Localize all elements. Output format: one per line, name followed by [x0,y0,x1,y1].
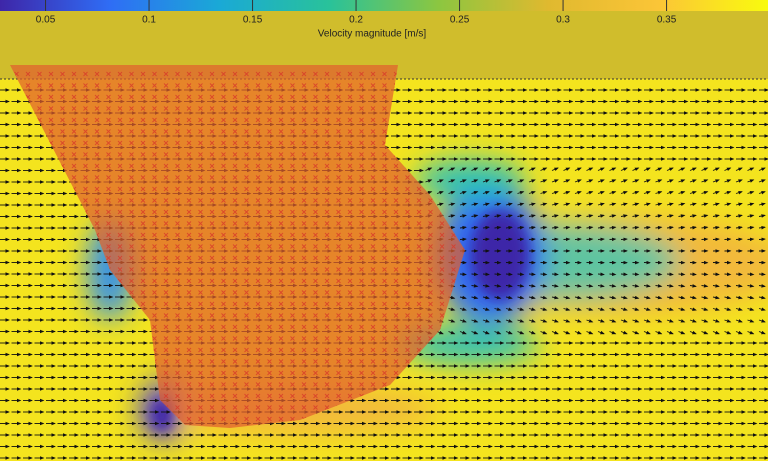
body-markers [10,65,465,428]
colorbar-tick-label: 0.2 [349,15,363,26]
colorbar-tick-label: 0.1 [142,15,156,26]
colorbar-tick-label: 0.05 [36,15,56,26]
colorbar-tick-label: 0.25 [450,15,470,26]
colorbar-tick-label: 0.35 [657,15,677,26]
colorbar-label: Velocity magnitude [m/s] [318,29,427,40]
colorbar-tick-label: 0.3 [556,15,570,26]
colorbar [0,0,768,11]
colorbar-tick-label: 0.15 [243,15,263,26]
